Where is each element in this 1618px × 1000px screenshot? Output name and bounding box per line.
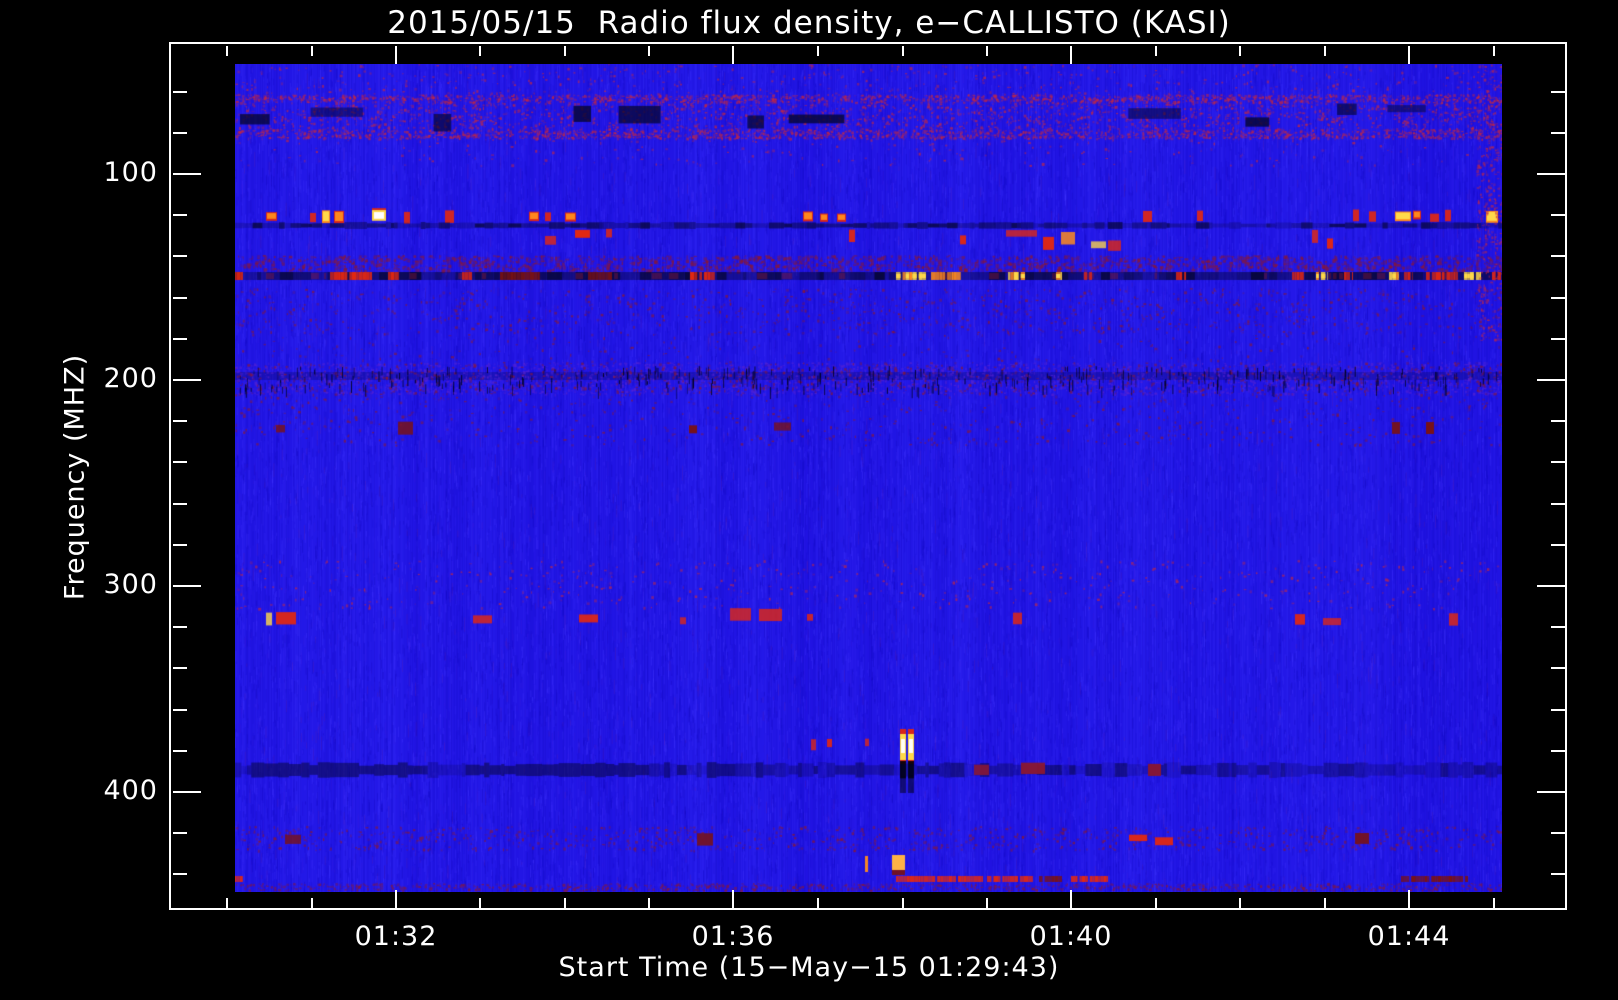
- tick-mark: [817, 898, 820, 908]
- y-tick-label: 200: [103, 363, 158, 394]
- tick-mark: [173, 131, 187, 134]
- tick-mark: [226, 898, 229, 908]
- tick-mark: [1551, 502, 1565, 505]
- tick-mark: [1239, 898, 1242, 908]
- tick-mark: [1239, 46, 1242, 56]
- tick-mark: [1492, 46, 1495, 56]
- tick-mark: [173, 255, 187, 258]
- tick-mark: [479, 46, 482, 56]
- tick-mark: [173, 626, 187, 629]
- tick-mark: [1070, 890, 1072, 908]
- tick-mark: [173, 379, 201, 381]
- tick-mark: [901, 46, 904, 56]
- tick-mark: [310, 46, 313, 56]
- tick-mark: [1408, 890, 1410, 908]
- tick-mark: [1551, 255, 1565, 258]
- tick-mark: [395, 890, 397, 908]
- tick-mark: [1551, 749, 1565, 752]
- tick-mark: [173, 791, 201, 793]
- tick-mark: [173, 708, 187, 711]
- tick-mark: [173, 749, 187, 752]
- tick-mark: [173, 585, 201, 587]
- tick-mark: [1154, 46, 1157, 56]
- tick-mark: [1492, 898, 1495, 908]
- tick-mark: [310, 898, 313, 908]
- x-tick-label: 01:32: [354, 921, 438, 952]
- tick-mark: [648, 898, 651, 908]
- tick-mark: [1323, 46, 1326, 56]
- tick-mark: [1551, 832, 1565, 835]
- tick-mark: [173, 420, 187, 423]
- tick-mark: [1070, 46, 1072, 64]
- x-axis-label: Start Time (15−May−15 01:29:43): [558, 952, 1060, 983]
- tick-mark: [1551, 296, 1565, 299]
- tick-mark: [1551, 626, 1565, 629]
- tick-mark: [1551, 90, 1565, 93]
- tick-mark: [648, 46, 651, 56]
- x-tick-label: 01:44: [1367, 921, 1451, 952]
- tick-mark: [1537, 585, 1565, 587]
- tick-mark: [1537, 379, 1565, 381]
- tick-mark: [1154, 898, 1157, 908]
- tick-mark: [1551, 337, 1565, 340]
- tick-mark: [479, 898, 482, 908]
- tick-mark: [226, 46, 229, 56]
- y-tick-label: 300: [103, 569, 158, 600]
- tick-mark: [173, 543, 187, 546]
- spectrogram-canvas: [235, 64, 1502, 892]
- tick-mark: [563, 46, 566, 56]
- tick-mark: [173, 90, 187, 93]
- tick-mark: [1551, 131, 1565, 134]
- tick-mark: [173, 173, 201, 175]
- tick-mark: [1537, 791, 1565, 793]
- tick-mark: [1551, 543, 1565, 546]
- tick-mark: [1551, 667, 1565, 670]
- tick-mark: [732, 890, 734, 908]
- y-tick-label: 400: [103, 775, 158, 806]
- tick-mark: [173, 296, 187, 299]
- tick-mark: [173, 667, 187, 670]
- tick-mark: [173, 461, 187, 464]
- tick-mark: [173, 832, 187, 835]
- tick-mark: [173, 214, 187, 217]
- tick-mark: [901, 898, 904, 908]
- tick-mark: [173, 502, 187, 505]
- x-tick-label: 01:40: [1029, 921, 1113, 952]
- tick-mark: [986, 898, 989, 908]
- tick-mark: [1551, 214, 1565, 217]
- tick-mark: [173, 873, 187, 876]
- tick-mark: [395, 46, 397, 64]
- tick-mark: [1408, 46, 1410, 64]
- chart-title: 2015/05/15 Radio flux density, e−CALLIST…: [387, 5, 1231, 41]
- tick-mark: [563, 898, 566, 908]
- tick-mark: [1551, 708, 1565, 711]
- y-tick-label: 100: [103, 157, 158, 188]
- tick-mark: [1551, 420, 1565, 423]
- tick-mark: [1551, 873, 1565, 876]
- tick-mark: [986, 46, 989, 56]
- x-tick-label: 01:36: [691, 921, 775, 952]
- tick-mark: [1323, 898, 1326, 908]
- tick-mark: [173, 337, 187, 340]
- tick-mark: [1551, 461, 1565, 464]
- tick-mark: [1537, 173, 1565, 175]
- tick-mark: [732, 46, 734, 64]
- tick-mark: [817, 46, 820, 56]
